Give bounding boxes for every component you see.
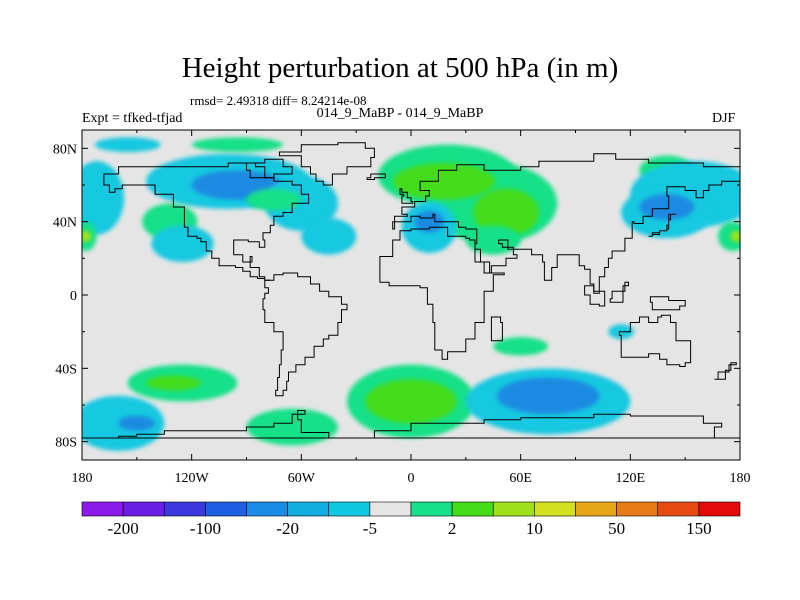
coastline-australia bbox=[618, 314, 692, 367]
map-axes: 180 120W 60W 0 60E 120E 180 80N 40N 0 40S 80S bbox=[53, 130, 751, 486]
panel-label: 014_9_MaBP - 014_9_MaBP bbox=[316, 106, 484, 121]
anomaly-blob bbox=[82, 230, 92, 242]
stats-text: rmsd= 2.49318 diff= 8.24214e-08 bbox=[190, 93, 367, 108]
anomaly-blob bbox=[151, 225, 214, 262]
x-tick-label: 120E bbox=[616, 471, 646, 486]
colorbar-label: 50 bbox=[608, 519, 625, 538]
anomaly-blob bbox=[639, 194, 695, 220]
colorbar: -200 -100 -20 -5 2 10 50 150 bbox=[81, 501, 741, 538]
experiment-label: Expt = tfked-tfjad bbox=[82, 111, 183, 126]
colorbar-swatch bbox=[246, 501, 288, 517]
coastline-north-america bbox=[103, 162, 310, 281]
coastline-eurasia bbox=[392, 153, 740, 294]
anomaly-blob bbox=[246, 188, 302, 211]
coastline-borneo bbox=[609, 281, 629, 303]
colorbar-label: 10 bbox=[526, 519, 543, 538]
coastline-madagascar bbox=[490, 316, 503, 342]
x-tick-label: 180 bbox=[730, 471, 751, 486]
coastline-sumatra bbox=[584, 285, 606, 307]
anomaly-blob bbox=[191, 137, 284, 153]
x-tick-label: 60E bbox=[509, 471, 532, 486]
coastline-south-america bbox=[262, 272, 348, 397]
chart-title: Height perturbation at 500 hPa (in m) bbox=[181, 52, 619, 84]
y-tick-label: 40N bbox=[53, 216, 77, 231]
colorbar-label: -200 bbox=[108, 519, 139, 538]
colorbar-swatch bbox=[575, 501, 617, 517]
colorbar-swatch bbox=[657, 501, 700, 517]
colorbar-swatch bbox=[205, 501, 247, 517]
anomaly-blob bbox=[730, 230, 740, 242]
coastline-antarctica bbox=[82, 410, 740, 439]
colorbar-swatch bbox=[410, 501, 453, 517]
anomaly-blob bbox=[94, 137, 161, 153]
coastline-africa bbox=[379, 226, 505, 360]
anomaly-blob bbox=[718, 221, 740, 251]
anomaly-blob bbox=[473, 188, 539, 237]
coastline-new-guinea bbox=[649, 296, 686, 311]
colorbar-label: -100 bbox=[190, 519, 221, 538]
colorbar-swatch bbox=[534, 501, 576, 517]
colorbar-swatch bbox=[616, 501, 659, 517]
coastline-greenland bbox=[278, 142, 375, 186]
coastline-new-zealand bbox=[714, 362, 737, 380]
colorbar-label: 2 bbox=[448, 519, 457, 538]
y-tick-label: 40S bbox=[55, 362, 77, 377]
colorbar-swatch bbox=[81, 501, 124, 517]
y-tick-label: 80S bbox=[55, 436, 77, 451]
anomaly-blob bbox=[392, 163, 496, 200]
colorbar-swatch bbox=[369, 501, 412, 517]
colorbar-swatch bbox=[163, 501, 206, 517]
x-tick-label: 0 bbox=[408, 471, 415, 486]
colorbar-label: 150 bbox=[686, 519, 712, 538]
coastlines bbox=[82, 142, 740, 439]
colorbar-swatch bbox=[122, 501, 165, 517]
season-label: DJF bbox=[712, 111, 736, 126]
anomaly-blob bbox=[82, 161, 125, 235]
anomaly-blob bbox=[365, 379, 457, 424]
coastline-baffin bbox=[246, 158, 293, 179]
anomaly-blob bbox=[493, 337, 549, 356]
colorbar-label: -5 bbox=[363, 519, 377, 538]
x-tick-label: 120W bbox=[175, 471, 210, 486]
anomaly-blob bbox=[118, 416, 156, 431]
coastline-japan bbox=[648, 213, 676, 237]
colorbar-swatch bbox=[451, 501, 494, 517]
x-tick-label: 180 bbox=[72, 471, 93, 486]
colorbar-swatch bbox=[492, 501, 535, 517]
anomaly-blob bbox=[496, 377, 600, 415]
y-tick-label: 0 bbox=[70, 289, 77, 304]
colorbar-swatch bbox=[287, 501, 330, 517]
anomaly-blob bbox=[246, 408, 338, 446]
colorbar-label: -20 bbox=[276, 519, 299, 538]
colorbar-swatch bbox=[328, 501, 371, 517]
coastline-iceland bbox=[366, 173, 386, 180]
anomaly-blob bbox=[301, 218, 357, 255]
y-tick-label: 80N bbox=[53, 142, 77, 157]
anomaly-blob bbox=[145, 375, 201, 391]
x-tick-label: 60W bbox=[288, 471, 316, 486]
colorbar-swatch bbox=[698, 501, 741, 517]
anomaly-field bbox=[82, 137, 740, 451]
coastline-uk bbox=[399, 188, 414, 204]
